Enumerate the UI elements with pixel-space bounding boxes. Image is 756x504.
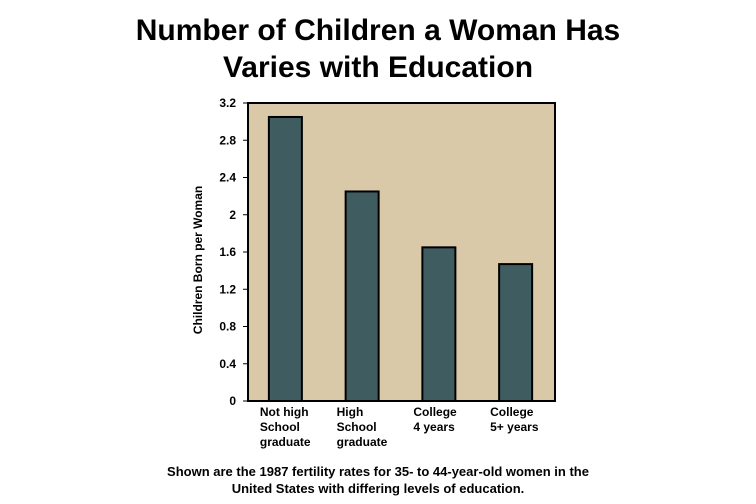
y-tick-label: 2.8 <box>219 133 236 147</box>
chart-title-line-2: Varies with Education <box>222 51 534 84</box>
chart-title-line-1: Number of Children a Woman Has <box>135 14 621 47</box>
x-category-label-line: Not high <box>260 405 309 419</box>
x-category-label-line: graduate <box>260 435 311 449</box>
bars-group <box>267 115 534 403</box>
caption-line-2: United States with differing levels of e… <box>231 481 525 496</box>
bar <box>421 246 457 402</box>
y-tick-label: 3.2 <box>219 96 236 110</box>
bar <box>267 115 303 402</box>
x-category-label-line: School <box>260 420 300 434</box>
y-tick-label: 1.6 <box>219 245 236 259</box>
y-tick-label: 1.2 <box>219 282 236 296</box>
y-tick-label: 2 <box>229 208 236 222</box>
y-axis-title: Children Born per Woman <box>191 186 205 334</box>
x-category-label-line: College <box>413 405 457 419</box>
x-category-label: College 5+ years <box>490 405 539 434</box>
x-category-label-line: graduate <box>337 435 388 449</box>
chart-caption: Shown are the 1987 fertility rates for 3… <box>0 463 756 497</box>
bar <box>498 263 534 403</box>
x-category-label: College 4 years <box>413 405 457 434</box>
chart-title: Number of Children a Woman Has Varies wi… <box>0 12 756 86</box>
bar <box>344 190 380 402</box>
y-tick-label: 0.8 <box>219 320 236 334</box>
x-category-label-line: School <box>337 420 377 434</box>
x-category-label-line: High <box>337 405 364 419</box>
x-category-label: Not high School graduate <box>260 405 311 449</box>
x-category-label: High School graduate <box>337 405 388 449</box>
caption-line-1: Shown are the 1987 fertility rates for 3… <box>167 464 589 479</box>
x-category-label-line: College <box>490 405 534 419</box>
x-category-label-line: 5+ years <box>490 420 539 434</box>
y-tick-label: 0 <box>229 394 236 408</box>
y-tick-label: 2.4 <box>219 171 236 185</box>
x-category-label-line: 4 years <box>413 420 455 434</box>
y-axis: 0 0.4 0.8 1.2 1.6 2 2.4 2.8 3.2 <box>219 96 248 408</box>
y-tick-label: 0.4 <box>219 357 236 371</box>
